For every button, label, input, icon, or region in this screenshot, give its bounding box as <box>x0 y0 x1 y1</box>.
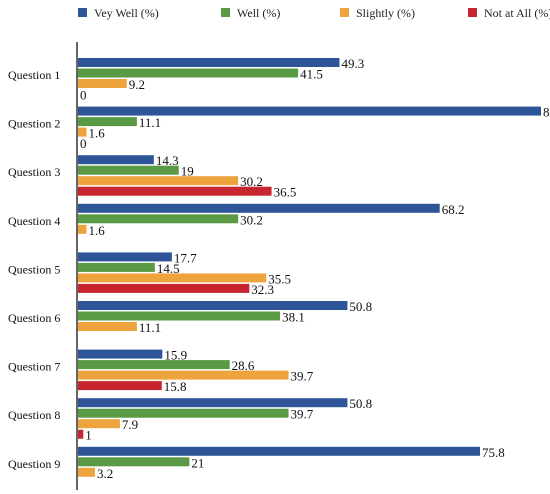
bar <box>78 349 163 359</box>
data-label: 36.5 <box>274 185 297 200</box>
bars-group <box>78 58 541 477</box>
bar <box>78 68 299 78</box>
legend-swatch <box>221 8 230 17</box>
legend-label: Not at All (%) <box>484 6 550 20</box>
bar <box>78 186 272 196</box>
data-label: 41.5 <box>300 67 323 82</box>
bar <box>78 446 481 456</box>
category-label: Question 7 <box>8 360 60 374</box>
bar <box>78 419 120 429</box>
category-label: Question 4 <box>8 214 60 228</box>
data-label: 0 <box>80 88 87 103</box>
category-label: Question 5 <box>8 262 60 276</box>
legend-swatch <box>468 8 477 17</box>
legend-label: Vey Well (%) <box>94 6 159 20</box>
bar <box>78 155 154 165</box>
category-label: Question 6 <box>8 311 60 325</box>
bar <box>78 214 239 224</box>
data-label: 50.8 <box>349 396 372 411</box>
data-label: 19 <box>181 164 194 179</box>
data-label: 28.6 <box>232 358 255 373</box>
category-label: Question 9 <box>8 457 60 471</box>
data-label: 15.8 <box>164 379 187 394</box>
data-label: 9.2 <box>129 77 145 92</box>
bar <box>78 370 289 380</box>
data-label: 17.7 <box>174 250 197 265</box>
bar <box>78 467 95 477</box>
data-label: 11.1 <box>139 320 161 335</box>
data-label: 7.9 <box>122 417 138 432</box>
legend-item-slightly: Slightly (%) <box>340 6 415 20</box>
data-label: 32.3 <box>251 282 274 297</box>
bar <box>78 283 250 293</box>
bar <box>78 322 137 331</box>
legend-item-vey-well: Vey Well (%) <box>78 6 159 20</box>
category-labels: Question 1 Question 2 Question 3 Question 4… <box>8 68 60 471</box>
bar <box>78 117 137 127</box>
legend-swatch <box>78 8 87 17</box>
data-label: 35.5 <box>268 271 291 286</box>
legend-item-well: Well (%) <box>221 6 280 20</box>
bar <box>78 252 172 262</box>
bar <box>78 203 440 213</box>
data-label: 30.2 <box>240 212 263 227</box>
data-label: 1.6 <box>88 223 105 238</box>
data-label: 75.8 <box>482 445 505 460</box>
data-label: 38.1 <box>282 310 305 325</box>
bar <box>78 165 179 175</box>
bar <box>78 79 127 88</box>
category-label: Question 3 <box>8 165 60 179</box>
data-label: 30.2 <box>240 174 263 189</box>
data-label: 11.1 <box>139 115 161 130</box>
data-label: 39.7 <box>291 407 314 422</box>
bar <box>78 398 348 408</box>
bar <box>78 262 155 272</box>
data-label: 14.3 <box>156 153 179 168</box>
category-label: Question 8 <box>8 408 60 422</box>
legend-item-not-at-all: Not at All (%) <box>468 6 550 20</box>
bar <box>78 224 87 234</box>
value-labels: 49.341.59.2087.311.11.6014.31930.236.568… <box>80 56 550 481</box>
data-label: 39.7 <box>291 369 314 384</box>
bar <box>78 301 348 310</box>
legend-label: Slightly (%) <box>356 6 415 20</box>
bar <box>78 408 289 418</box>
data-label: 3.2 <box>97 466 113 481</box>
data-label: 1 <box>85 428 92 443</box>
data-label: 50.8 <box>349 299 372 314</box>
data-label: 15.9 <box>164 348 187 363</box>
bar <box>78 273 267 283</box>
bar <box>78 311 281 321</box>
category-label: Question 1 <box>8 68 60 82</box>
bar <box>78 58 340 67</box>
data-label: 68.2 <box>442 202 465 217</box>
bar <box>78 457 190 467</box>
data-label: 49.3 <box>341 56 364 71</box>
data-label: 1.6 <box>88 126 105 141</box>
legend-label: Well (%) <box>237 6 280 20</box>
bar <box>78 360 230 370</box>
bar <box>78 429 84 439</box>
legend: Vey Well (%) Well (%) Slightly (%) Not at A… <box>78 6 550 20</box>
legend-swatch <box>340 8 349 17</box>
bar <box>78 127 87 137</box>
bar <box>78 106 541 116</box>
data-label: 21 <box>191 455 204 470</box>
category-label: Question 2 <box>8 117 60 131</box>
bar <box>78 381 162 391</box>
data-label: 0 <box>80 136 87 151</box>
data-label: 87.3 <box>543 105 550 120</box>
data-label: 14.5 <box>157 261 180 276</box>
bar <box>78 176 239 186</box>
